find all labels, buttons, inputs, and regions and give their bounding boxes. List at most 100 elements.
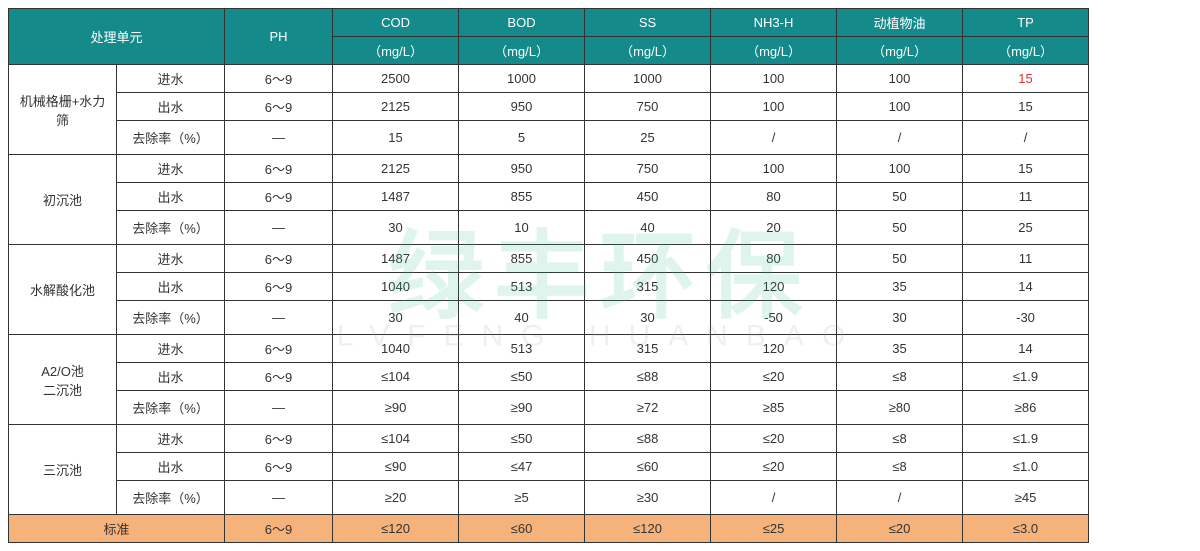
cell-nh3: 120 bbox=[711, 335, 837, 363]
table-row: 三沉池进水6～9≤104≤50≤88≤20≤8≤1.9 bbox=[9, 425, 1200, 453]
cell-tp: 15 bbox=[963, 155, 1089, 183]
cell-ss: 315 bbox=[585, 273, 711, 301]
cell-ph: 6～9 bbox=[225, 65, 333, 93]
cell-ss: ≤60 bbox=[585, 453, 711, 481]
cell-bod: 950 bbox=[459, 155, 585, 183]
cell-ph: — bbox=[225, 121, 333, 155]
cell-oil: 35 bbox=[837, 335, 963, 363]
cell-cod: ≥90 bbox=[333, 391, 459, 425]
table-row: 去除率（%）—15525/// bbox=[9, 121, 1200, 155]
table-row: 去除率（%）—301040205025 bbox=[9, 211, 1200, 245]
row-label-removal: 去除率（%） bbox=[117, 301, 225, 335]
cell-ph: 6～9 bbox=[225, 515, 333, 543]
cell-oil: ≤8 bbox=[837, 425, 963, 453]
cell-cod: 1487 bbox=[333, 183, 459, 211]
cell-nh3: 20 bbox=[711, 211, 837, 245]
cell-nh3: ≤20 bbox=[711, 453, 837, 481]
cell-tp: / bbox=[963, 121, 1089, 155]
cell-cod: ≤90 bbox=[333, 453, 459, 481]
section-name: 水解酸化池 bbox=[9, 245, 117, 335]
col-cod: COD bbox=[333, 9, 459, 37]
cell-ph: 6～9 bbox=[225, 183, 333, 211]
cell-bod: 855 bbox=[459, 183, 585, 211]
row-label-removal: 去除率（%） bbox=[117, 211, 225, 245]
section-name: 三沉池 bbox=[9, 425, 117, 515]
cell-bod: ≤50 bbox=[459, 363, 585, 391]
cell-nh3: 100 bbox=[711, 65, 837, 93]
cell-ph: — bbox=[225, 211, 333, 245]
cell-nh3: 100 bbox=[711, 93, 837, 121]
cell-nh3: 80 bbox=[711, 245, 837, 273]
col-ss: SS bbox=[585, 9, 711, 37]
table-row: 出水6～9≤104≤50≤88≤20≤8≤1.9 bbox=[9, 363, 1200, 391]
row-label-in: 进水 bbox=[117, 335, 225, 363]
cell-ss: 750 bbox=[585, 93, 711, 121]
cell-oil: 50 bbox=[837, 211, 963, 245]
table-row: 水解酸化池进水6～91487855450805011 bbox=[9, 245, 1200, 273]
col-ph: PH bbox=[225, 9, 333, 65]
row-label-out: 出水 bbox=[117, 363, 225, 391]
row-label-removal: 去除率（%） bbox=[117, 481, 225, 515]
cell-nh3: ≤25 bbox=[711, 515, 837, 543]
cell-tp: ≤1.9 bbox=[963, 425, 1089, 453]
cell-ph: 6～9 bbox=[225, 335, 333, 363]
row-label-in: 进水 bbox=[117, 155, 225, 183]
cell-ph: 6～9 bbox=[225, 93, 333, 121]
table-header: 处理单元 PH COD BOD SS NH3-H 动植物油 TP （mg/L） … bbox=[9, 9, 1200, 65]
cell-ph: 6～9 bbox=[225, 363, 333, 391]
cell-ss: ≤88 bbox=[585, 363, 711, 391]
cell-ss: 25 bbox=[585, 121, 711, 155]
cell-bod: ≥5 bbox=[459, 481, 585, 515]
cell-oil: 35 bbox=[837, 273, 963, 301]
cell-ss: 40 bbox=[585, 211, 711, 245]
cell-cod: 2500 bbox=[333, 65, 459, 93]
cell-ph: 6～9 bbox=[225, 453, 333, 481]
row-label-out: 出水 bbox=[117, 93, 225, 121]
cell-oil: 100 bbox=[837, 155, 963, 183]
cell-ss: 30 bbox=[585, 301, 711, 335]
cell-tp: 25 bbox=[963, 211, 1089, 245]
table-row: 出水6～9212595075010010015 bbox=[9, 93, 1200, 121]
cell-ss: ≤88 bbox=[585, 425, 711, 453]
cell-oil: 50 bbox=[837, 183, 963, 211]
row-label-removal: 去除率（%） bbox=[117, 391, 225, 425]
cell-cod: 1040 bbox=[333, 273, 459, 301]
row-label-out: 出水 bbox=[117, 273, 225, 301]
cell-bod: 513 bbox=[459, 335, 585, 363]
cell-ph: 6～9 bbox=[225, 155, 333, 183]
cell-bod: 513 bbox=[459, 273, 585, 301]
cell-cod: ≤120 bbox=[333, 515, 459, 543]
row-label-in: 进水 bbox=[117, 425, 225, 453]
table-row: A2/O池 二沉池进水6～910405133151203514 bbox=[9, 335, 1200, 363]
table-row: 出水6～91487855450805011 bbox=[9, 183, 1200, 211]
cell-nh3: ≥85 bbox=[711, 391, 837, 425]
unit-bod: （mg/L） bbox=[459, 37, 585, 65]
cell-bod: 950 bbox=[459, 93, 585, 121]
table-row: 去除率（%）—304030-5030-30 bbox=[9, 301, 1200, 335]
col-unit: 处理单元 bbox=[9, 9, 225, 65]
cell-ss: 1000 bbox=[585, 65, 711, 93]
cell-oil: ≤8 bbox=[837, 453, 963, 481]
cell-ss: ≥30 bbox=[585, 481, 711, 515]
cell-tp: ≥86 bbox=[963, 391, 1089, 425]
col-oil: 动植物油 bbox=[837, 9, 963, 37]
cell-nh3: / bbox=[711, 481, 837, 515]
cell-nh3: 80 bbox=[711, 183, 837, 211]
table-row: 出水6～9≤90≤47≤60≤20≤8≤1.0 bbox=[9, 453, 1200, 481]
cell-cod: 30 bbox=[333, 211, 459, 245]
treatment-data-table: 处理单元 PH COD BOD SS NH3-H 动植物油 TP （mg/L） … bbox=[8, 8, 1200, 543]
cell-oil: 30 bbox=[837, 301, 963, 335]
cell-nh3: 100 bbox=[711, 155, 837, 183]
cell-ss: 450 bbox=[585, 183, 711, 211]
cell-ss: ≤120 bbox=[585, 515, 711, 543]
cell-bod: 40 bbox=[459, 301, 585, 335]
col-nh3: NH3-H bbox=[711, 9, 837, 37]
unit-tp: （mg/L） bbox=[963, 37, 1089, 65]
cell-bod: ≤60 bbox=[459, 515, 585, 543]
cell-tp: 11 bbox=[963, 183, 1089, 211]
table-row: 机械格栅+水力筛进水6～925001000100010010015 bbox=[9, 65, 1200, 93]
row-label-in: 进水 bbox=[117, 65, 225, 93]
unit-ss: （mg/L） bbox=[585, 37, 711, 65]
cell-ss: ≥72 bbox=[585, 391, 711, 425]
cell-nh3: -50 bbox=[711, 301, 837, 335]
